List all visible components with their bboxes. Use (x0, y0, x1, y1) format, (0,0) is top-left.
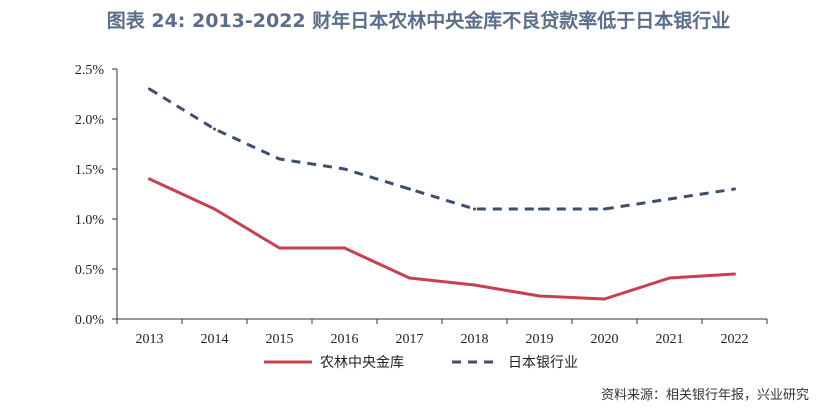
series-line-0 (148, 177, 735, 301)
chart-title: 图表 24: 2013-2022 财年日本农林中央金库不良贷款率低于日本银行业 (106, 10, 731, 32)
data-point (538, 294, 541, 298)
y-tick-label: 1.0% (75, 213, 105, 228)
x-tick-label: 2022 (721, 332, 749, 347)
data-point (148, 87, 151, 91)
data-point (473, 283, 476, 287)
x-tick-label: 2016 (331, 332, 359, 347)
x-tick-label: 2019 (526, 332, 554, 347)
data-point (148, 177, 151, 181)
y-tick-label: 0.5% (75, 263, 105, 278)
x-tick-labels: 2013 2014 2015 2016 2017 2018 2019 2020 2021 2022 (116, 319, 768, 347)
data-point (213, 207, 216, 211)
x-tick-label: 2015 (266, 332, 294, 347)
y-tick-labels: 0.0% 0.5% 1.0% 1.5% 2.0% 2.5% (75, 63, 117, 328)
y-tick-label: 0.0% (75, 313, 105, 328)
data-point (733, 187, 736, 191)
x-tick-label: 2013 (136, 332, 164, 347)
data-point (538, 207, 541, 211)
data-point (213, 127, 216, 131)
x-tick-label: 2021 (656, 332, 684, 347)
source-note: 资料来源：相关银行年报，兴业研究 (600, 388, 809, 403)
data-point (278, 246, 281, 250)
legend-label-0: 农林中央金库 (320, 355, 404, 371)
y-tick-label: 1.5% (75, 163, 105, 178)
data-point (473, 207, 476, 211)
x-tick-label: 2018 (461, 332, 489, 347)
x-tick-label: 2014 (201, 332, 229, 347)
legend: 农林中央金库 日本银行业 (264, 355, 578, 371)
x-tick-label: 2020 (591, 332, 619, 347)
series-line-1 (148, 87, 735, 211)
series-lines (148, 87, 736, 301)
legend-label-1: 日本银行业 (508, 355, 578, 371)
data-point (733, 272, 736, 276)
data-point (278, 157, 281, 161)
data-point (408, 276, 411, 280)
y-tick-label: 2.5% (75, 63, 105, 78)
data-point (343, 167, 346, 171)
data-point (343, 246, 346, 250)
data-point (668, 276, 671, 280)
data-point (408, 187, 411, 191)
data-point (603, 207, 606, 211)
data-point (603, 297, 606, 301)
data-point (668, 197, 671, 201)
y-tick-label: 2.0% (75, 113, 105, 128)
x-tick-label: 2017 (396, 332, 424, 347)
